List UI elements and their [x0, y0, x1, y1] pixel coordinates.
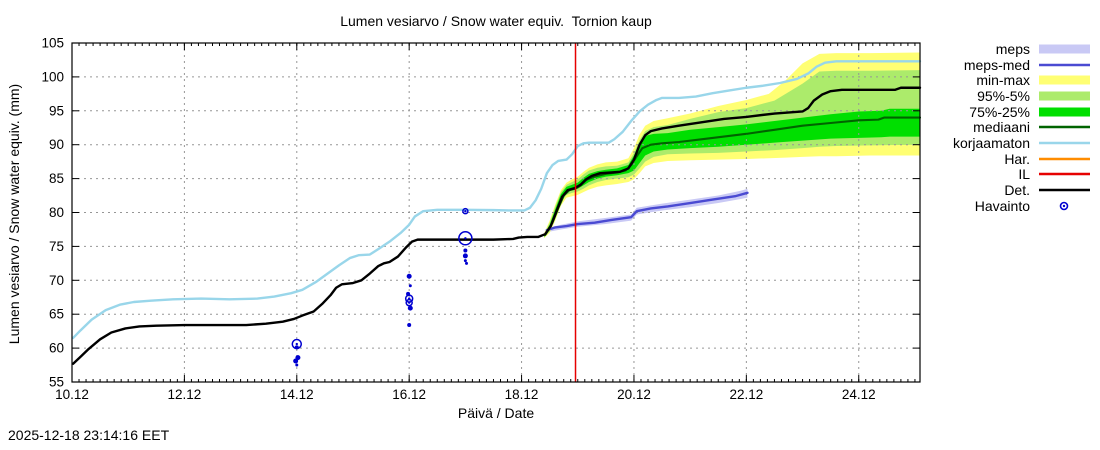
- band-95%-5%: [544, 70, 920, 238]
- legend-swatch-band: [1037, 106, 1092, 118]
- legend-swatch-line: [1037, 59, 1092, 71]
- line-swatch-shape: [1039, 141, 1090, 145]
- band-meps: [546, 188, 748, 233]
- observation-marker-dot: [464, 237, 467, 240]
- observation-marker: [294, 345, 299, 350]
- band-swatch-shape: [1039, 44, 1090, 54]
- x-tick-label: 12.12: [167, 387, 201, 402]
- band-swatch-shape: [1039, 75, 1090, 85]
- line-swatch-shape: [1039, 157, 1090, 160]
- y-tick-label: 100: [41, 69, 64, 84]
- point-swatch-dot: [1062, 204, 1066, 207]
- legend-swatch-band: [1037, 74, 1092, 86]
- observation-marker: [463, 259, 467, 263]
- series-det-line: [71, 86, 922, 365]
- legend-swatch-line: [1037, 168, 1092, 180]
- legend: meps meps-med min-max 95%-5% 75%-25% mediaani…: [953, 41, 1092, 214]
- observation-marker: [407, 305, 413, 311]
- axis-ticks: [71, 42, 920, 383]
- observation-marker: [407, 323, 412, 328]
- observation-marker: [406, 273, 412, 279]
- legend-item-95-5-: 95%-5%: [953, 88, 1092, 104]
- observation-marker: [295, 363, 299, 367]
- y-tick-label: 80: [49, 205, 64, 220]
- legend-item-havainto: Havainto: [953, 198, 1092, 214]
- observation-marker: [405, 298, 413, 307]
- line-swatch-shape: [1039, 126, 1090, 129]
- legend-item-il: IL: [953, 166, 1092, 183]
- series-meps-med-line: [545, 191, 749, 232]
- legend-label: Havainto: [974, 197, 1030, 214]
- legend-item-75-25-: 75%-25%: [953, 104, 1092, 120]
- legend-label: meps-med: [963, 56, 1030, 73]
- x-tick-label: 16.12: [392, 387, 426, 402]
- line-swatch-shape: [1039, 173, 1090, 176]
- y-tick-label: 75: [49, 239, 64, 254]
- band-swatch-shape: [1039, 107, 1090, 117]
- legend-item-mediaani: mediaani: [953, 119, 1092, 135]
- observation-points: [291, 207, 473, 367]
- legend-label: min-max: [976, 72, 1030, 89]
- legend-item-det-: Det.: [953, 182, 1092, 198]
- legend-swatch-point: [1037, 200, 1092, 212]
- legend-item-meps-med: meps-med: [953, 57, 1092, 73]
- point-swatch-shape: [1059, 201, 1069, 211]
- line-swatch-shape: [1039, 188, 1090, 192]
- y-tick-label: 95: [49, 103, 64, 118]
- legend-swatch-line: [1037, 137, 1092, 149]
- legend-swatch-line: [1037, 153, 1092, 165]
- observation-marker-dot: [295, 342, 298, 346]
- data-lines: [71, 60, 922, 365]
- legend-label: korjaamaton: [952, 134, 1030, 151]
- legend-swatch-band: [1037, 90, 1092, 102]
- chart-title: Lumen vesiarvo / Snow water equiv. Torni…: [340, 13, 652, 29]
- observation-marker: [293, 358, 299, 364]
- y-tick-label: 85: [49, 171, 64, 186]
- legend-item-har-: Har.: [953, 151, 1092, 167]
- x-tick-label: 20.12: [617, 387, 651, 402]
- x-tick-label: 10.12: [55, 387, 89, 402]
- y-tick-label: 60: [49, 341, 64, 356]
- plot-timestamp: 2025-12-18 23:14:16 EET: [8, 427, 170, 443]
- observation-marker: [463, 248, 468, 253]
- line-swatch-shape: [1039, 63, 1090, 66]
- legend-label: IL: [1018, 166, 1030, 183]
- legend-swatch-band: [1037, 43, 1092, 55]
- observation-marker: [464, 261, 468, 265]
- x-tick-label: 22.12: [729, 387, 763, 402]
- observation-marker-dot: [407, 301, 411, 304]
- observation-marker: [462, 253, 468, 259]
- x-tick-label: 18.12: [505, 387, 539, 402]
- x-tick-label: 14.12: [280, 387, 314, 402]
- y-tick-label: 55: [49, 375, 64, 390]
- legend-label: 95%-5%: [977, 87, 1030, 104]
- observation-marker: [462, 207, 469, 215]
- legend-swatch-line: [1037, 184, 1092, 196]
- legend-label: 75%-25%: [969, 103, 1030, 120]
- y-tick-label: 105: [41, 36, 64, 51]
- observation-marker-dot: [464, 209, 467, 213]
- legend-label: Har.: [1004, 150, 1030, 167]
- x-tick-label: 24.12: [842, 387, 876, 402]
- forecast-bands: [544, 52, 920, 239]
- series-korjaamaton-line: [71, 60, 922, 340]
- band-swatch-shape: [1039, 91, 1090, 101]
- legend-label: meps: [995, 40, 1030, 57]
- legend-label: mediaani: [973, 119, 1030, 136]
- observation-marker: [458, 231, 473, 246]
- y-tick-label: 90: [49, 137, 64, 152]
- y-tick-label: 65: [49, 307, 64, 322]
- x-axis-label: Päivä / Date: [457, 405, 535, 421]
- legend-item-min-max: min-max: [953, 72, 1092, 88]
- observation-marker: [408, 284, 412, 288]
- tick-labels: 10.12 12.12 14.12 16.12 18.12 20.12 22.12 24.12…: [41, 36, 875, 403]
- legend-item-korjaamaton: korjaamaton: [953, 135, 1092, 151]
- legend-item-meps: meps: [953, 41, 1092, 57]
- legend-swatch-line: [1037, 121, 1092, 133]
- y-tick-label: 70: [49, 273, 64, 288]
- legend-label: Det.: [1004, 182, 1030, 199]
